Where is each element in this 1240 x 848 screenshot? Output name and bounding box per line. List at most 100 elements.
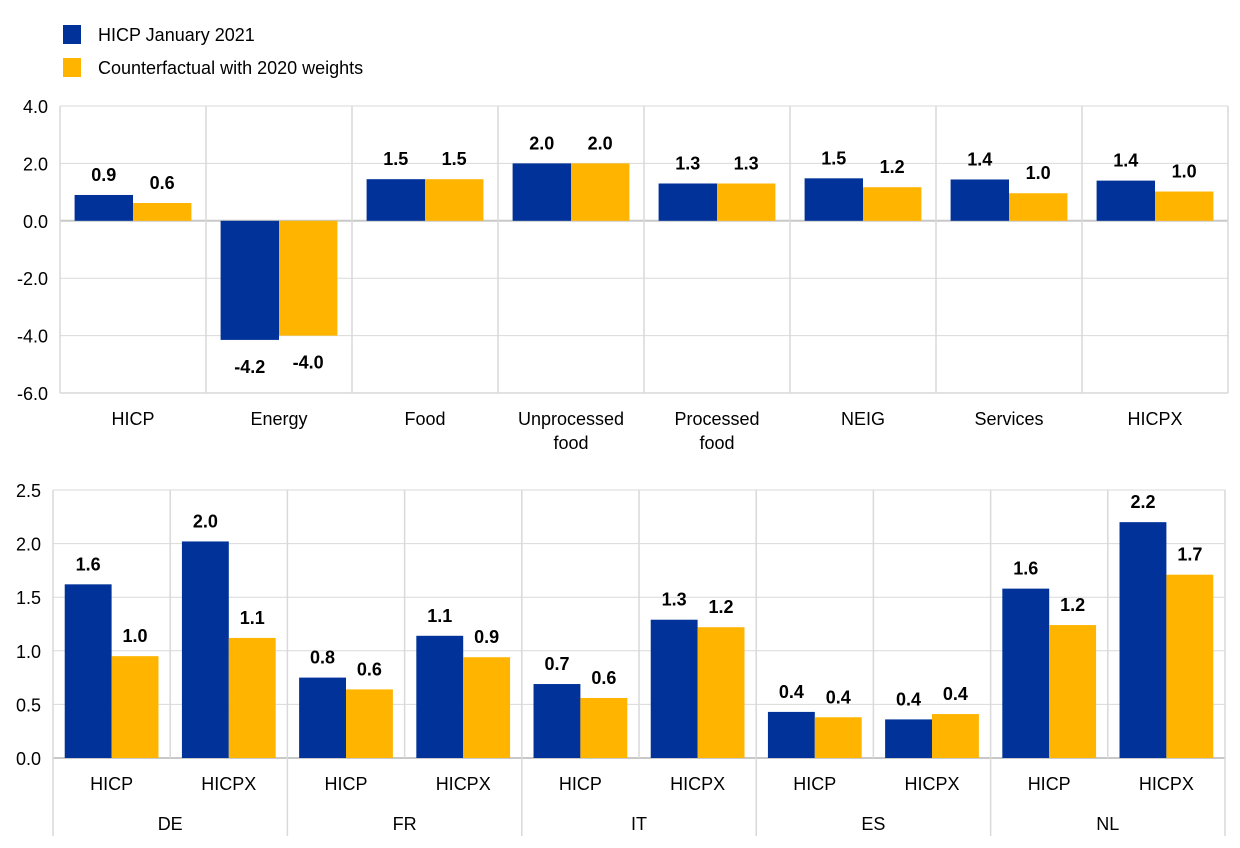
bar	[228, 637, 276, 758]
data-label: 1.3	[734, 153, 759, 173]
x-tick-label: HICP	[90, 774, 133, 794]
bar	[1166, 574, 1214, 758]
y-tick-label: -2.0	[17, 269, 48, 289]
bar	[533, 684, 581, 758]
bar	[425, 179, 484, 221]
bar	[1009, 193, 1068, 221]
bar	[366, 179, 425, 221]
group-label: ES	[861, 814, 885, 834]
bar	[580, 697, 628, 758]
data-label: 1.2	[709, 597, 734, 617]
data-label: 1.5	[383, 149, 408, 169]
y-tick-label: 4.0	[23, 97, 48, 117]
bar	[346, 689, 393, 758]
bar	[64, 584, 112, 758]
bar	[650, 619, 698, 758]
data-label: 0.7	[544, 654, 569, 674]
bar	[1002, 588, 1050, 758]
x-tick-label: HICPX	[1127, 409, 1182, 429]
bar	[1096, 180, 1155, 221]
y-tick-label: -6.0	[17, 384, 48, 404]
x-tick-label: NEIG	[841, 409, 885, 429]
data-label: 1.6	[76, 554, 101, 574]
bar	[950, 179, 1009, 221]
data-label: 1.1	[427, 606, 452, 626]
bar	[1049, 625, 1097, 758]
data-label: 0.4	[779, 682, 804, 702]
y-tick-label: 1.5	[16, 588, 41, 608]
bar	[220, 220, 279, 340]
data-label: -4.0	[293, 353, 324, 373]
x-tick-label: HICPX	[436, 774, 491, 794]
data-label: 1.5	[821, 148, 846, 168]
chart-top: 4.0 2.0 0.0 -2.0 -4.0 -6.0 0.9 -4.2 1.5 2.0 1.3 1.5…	[17, 97, 1229, 453]
data-label: 0.4	[896, 689, 921, 709]
x-tick-label: HICP	[324, 774, 367, 794]
x-tick-label: Services	[974, 409, 1043, 429]
data-label: 1.3	[662, 590, 687, 610]
y-tick-label: 1.0	[16, 642, 41, 662]
data-label: 2.0	[193, 511, 218, 531]
bar	[571, 163, 630, 221]
data-label: 2.2	[1130, 492, 1155, 512]
bar	[1155, 191, 1214, 221]
y-tick-label: 2.0	[23, 154, 48, 174]
data-label: -4.2	[234, 357, 265, 377]
x-tick-label: Energy	[250, 409, 307, 429]
group-label: FR	[393, 814, 417, 834]
data-label: 0.6	[357, 659, 382, 679]
data-label: 0.6	[150, 173, 175, 193]
x-tick-label: HICP	[559, 774, 602, 794]
bar	[885, 719, 932, 758]
data-label: 1.4	[1113, 151, 1138, 171]
bar	[697, 627, 745, 758]
y-tick-label: -4.0	[17, 327, 48, 347]
data-label: 0.4	[943, 684, 968, 704]
data-label: 2.0	[529, 133, 554, 153]
x-tick-label-line: food	[553, 433, 588, 453]
bar	[299, 677, 346, 758]
x-tick-label-line: Processed	[674, 409, 759, 429]
x-tick-label: HICPX	[1139, 774, 1194, 794]
data-label: 0.4	[826, 687, 851, 707]
x-tick-label-line: food	[699, 433, 734, 453]
y-tick-label: 2.5	[16, 481, 41, 501]
x-tick-label: HICPX	[201, 774, 256, 794]
x-tick-label: HICPX	[670, 774, 725, 794]
data-label: 1.0	[1026, 163, 1051, 183]
bar	[111, 656, 159, 758]
bar	[1119, 522, 1167, 758]
bar	[767, 711, 815, 758]
data-label: 0.9	[474, 627, 499, 647]
legend-swatch-hicp	[63, 25, 81, 44]
group-label: IT	[631, 814, 647, 834]
data-label: 1.1	[240, 608, 265, 628]
bar	[279, 220, 338, 336]
data-label: 1.2	[880, 157, 905, 177]
bar	[804, 178, 863, 221]
x-tick-label: HICPX	[904, 774, 959, 794]
x-tick-label: HICP	[1028, 774, 1071, 794]
data-label: 1.0	[123, 626, 148, 646]
x-tick-label-line: Unprocessed	[518, 409, 624, 429]
legend-label-counterfactual: Counterfactual with 2020 weights	[98, 58, 363, 78]
bar	[658, 183, 717, 221]
group-label: DE	[158, 814, 183, 834]
y-tick-label: 0.0	[16, 749, 41, 769]
data-label: 1.4	[967, 149, 992, 169]
legend-swatch-counterfactual	[63, 58, 81, 77]
data-label: 1.5	[442, 149, 467, 169]
data-label: 1.2	[1060, 595, 1085, 615]
x-tick-label: HICP	[111, 409, 154, 429]
x-tick-label: Unprocessed food	[518, 409, 624, 453]
legend-label-hicp: HICP January 2021	[98, 25, 255, 45]
data-label: 1.6	[1013, 559, 1038, 579]
x-tick-label: Food	[404, 409, 445, 429]
bar	[416, 635, 464, 758]
bar	[932, 714, 979, 758]
data-label: 0.8	[310, 648, 335, 668]
bar	[512, 163, 571, 221]
data-label: 2.0	[588, 133, 613, 153]
legend: HICP January 2021 Counterfactual with 20…	[63, 25, 363, 78]
